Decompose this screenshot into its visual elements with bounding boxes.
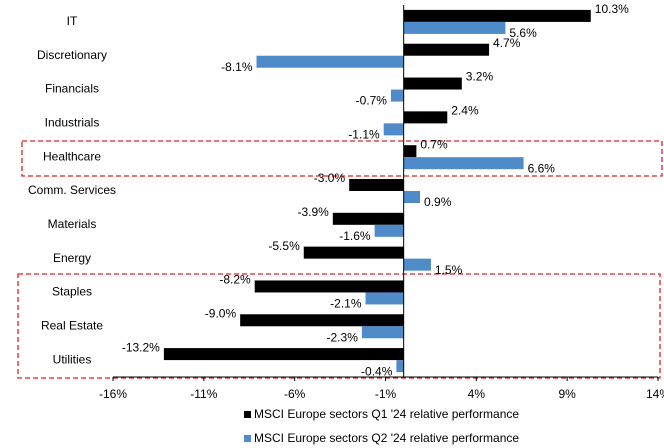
category-label: Real Estate — [41, 318, 103, 332]
bar — [332, 212, 404, 225]
value-label: 0.7% — [420, 137, 448, 151]
x-tick-label: -16% — [99, 387, 127, 401]
bar — [403, 191, 421, 203]
bar — [403, 145, 417, 158]
value-label: -1.1% — [348, 128, 380, 142]
x-tick-label: 9% — [558, 387, 576, 401]
category-label: Discretionary — [37, 48, 107, 62]
bar — [361, 326, 404, 339]
bar — [403, 43, 490, 56]
value-label: -5.5% — [268, 239, 300, 253]
bar — [163, 348, 404, 361]
legend-marker — [244, 411, 251, 418]
value-label: 0.9% — [424, 195, 452, 209]
bar — [403, 157, 524, 170]
category-label: Energy — [53, 251, 91, 265]
category-label: Materials — [48, 217, 97, 231]
bar — [403, 111, 448, 124]
x-tick-label: -11% — [190, 387, 217, 401]
highlight-box — [21, 140, 663, 177]
legend-marker — [244, 435, 251, 442]
category-label: Utilities — [53, 352, 92, 366]
bar — [403, 9, 591, 22]
x-tick-label: 14% — [646, 387, 664, 401]
legend-label: MSCI Europe sectors Q2 '24 relative perf… — [254, 431, 519, 445]
bar — [403, 77, 462, 90]
bar — [254, 280, 404, 293]
value-label: -9.0% — [205, 306, 237, 320]
value-label: -8.1% — [221, 60, 253, 74]
x-tick-label: 4% — [468, 387, 486, 401]
value-label: -8.2% — [219, 273, 251, 287]
value-label: -13.2% — [122, 340, 160, 354]
legend-label: MSCI Europe sectors Q1 '24 relative perf… — [254, 407, 519, 421]
bar — [403, 21, 506, 34]
value-label: 2.4% — [451, 104, 479, 118]
bar — [403, 258, 431, 271]
value-label: 5.6% — [509, 26, 537, 40]
bar — [390, 89, 404, 102]
category-label: Healthcare — [43, 149, 101, 163]
category-label: Staples — [52, 285, 92, 299]
x-tick-label: -6% — [284, 387, 306, 401]
value-label: 6.6% — [528, 161, 556, 175]
category-label: Financials — [45, 82, 99, 96]
category-label: IT — [67, 14, 78, 28]
value-label: -3.0% — [314, 171, 346, 185]
x-tick-label: -1% — [375, 387, 397, 401]
bar — [383, 123, 404, 136]
bar — [396, 360, 404, 373]
category-label: Comm. Services — [28, 183, 116, 197]
bar — [349, 179, 404, 191]
category-label: Industrials — [45, 116, 100, 130]
value-label: 1.5% — [435, 263, 463, 277]
value-label: -0.7% — [356, 94, 388, 108]
bar — [374, 224, 404, 237]
bar — [303, 246, 404, 259]
value-label: 3.2% — [466, 70, 494, 84]
value-label: -0.4% — [361, 364, 393, 378]
value-label: -2.1% — [330, 297, 362, 311]
bar — [256, 55, 404, 68]
value-label: -3.9% — [297, 205, 329, 219]
value-label: -1.6% — [339, 229, 371, 243]
bar — [240, 314, 404, 327]
bar — [365, 292, 404, 305]
value-label: 10.3% — [595, 2, 629, 16]
value-label: -2.3% — [327, 330, 359, 344]
highlight-box — [17, 273, 661, 379]
value-label: 4.7% — [493, 36, 521, 50]
